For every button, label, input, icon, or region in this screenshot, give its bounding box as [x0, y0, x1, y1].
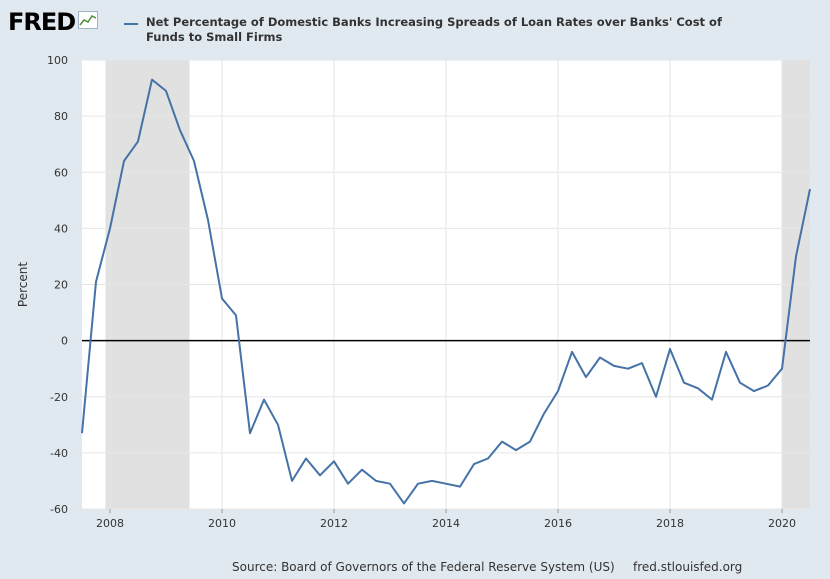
x-tick-label: 2010	[208, 517, 236, 530]
x-tick-label: 2008	[96, 517, 124, 530]
y-tick-label: 20	[54, 279, 68, 292]
x-tick-label: 2016	[544, 517, 572, 530]
y-axis-label: Percent	[16, 262, 30, 307]
legend-line-swatch	[124, 23, 138, 25]
x-tick-label: 2014	[432, 517, 460, 530]
x-tick-label: 2018	[656, 517, 684, 530]
y-tick-label: -20	[50, 391, 68, 404]
logo-text: FRED	[8, 8, 76, 36]
y-tick-label: 80	[54, 110, 68, 123]
y-tick-label: 0	[61, 335, 68, 348]
fred-logo[interactable]: FRED	[8, 8, 99, 36]
line-chart-icon	[78, 11, 99, 33]
x-tick-label: 2020	[768, 517, 796, 530]
y-tick-label: -40	[50, 447, 68, 460]
source-note: Source: Board of Governors of the Federa…	[232, 560, 615, 574]
x-tick-label: 2012	[320, 517, 348, 530]
y-tick-label: -60	[50, 503, 68, 516]
y-tick-label: 60	[54, 166, 68, 179]
y-tick-label: 100	[47, 54, 68, 67]
site-link[interactable]: fred.stlouisfed.org	[633, 560, 743, 574]
series-line	[81, 78, 811, 505]
legend-series-label: Net Percentage of Domestic Banks Increas…	[146, 15, 722, 44]
y-tick-label: 40	[54, 222, 68, 235]
